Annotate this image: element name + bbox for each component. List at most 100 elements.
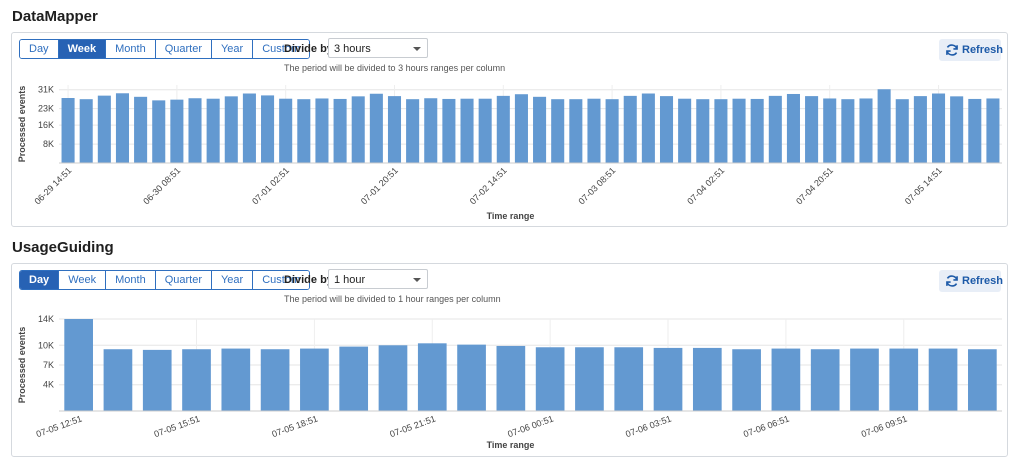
bar[interactable] [928, 348, 958, 411]
bar[interactable] [514, 94, 528, 163]
bar[interactable] [460, 98, 474, 163]
bar[interactable] [152, 100, 166, 163]
bar[interactable] [97, 95, 111, 163]
bar[interactable] [406, 99, 420, 163]
bar[interactable] [850, 348, 879, 411]
refresh-icon [946, 275, 958, 287]
bar[interactable] [692, 347, 722, 411]
bar[interactable] [877, 89, 891, 163]
bar[interactable] [261, 95, 275, 163]
bar[interactable] [79, 99, 93, 163]
bar[interactable] [950, 96, 964, 163]
bar[interactable] [895, 99, 909, 163]
bar[interactable] [496, 95, 510, 163]
bar[interactable] [569, 99, 583, 163]
bar[interactable] [442, 98, 456, 163]
bar[interactable] [182, 349, 211, 411]
bar[interactable] [614, 347, 644, 411]
bar[interactable] [714, 99, 728, 163]
bar[interactable] [134, 96, 148, 163]
bar[interactable] [378, 345, 408, 411]
bar[interactable] [457, 344, 486, 411]
bar[interactable] [823, 98, 837, 163]
bar[interactable] [64, 319, 93, 411]
bar[interactable] [653, 347, 683, 411]
bar[interactable] [496, 345, 526, 411]
divide-by-select[interactable]: 3 hours [328, 38, 428, 58]
bar[interactable] [260, 349, 290, 411]
x-tick-label: 07-05 18:51 [271, 413, 320, 439]
y-axis-title: Processed events [17, 327, 27, 404]
bar[interactable] [623, 95, 637, 163]
divide-by-label: Divide by [284, 274, 333, 286]
bar[interactable] [786, 93, 800, 163]
bar[interactable] [424, 98, 438, 163]
bar[interactable] [659, 96, 674, 163]
bar[interactable] [533, 96, 547, 163]
bar[interactable] [968, 98, 982, 163]
bar[interactable] [478, 98, 492, 163]
bar[interactable] [224, 96, 238, 163]
bar[interactable] [188, 98, 202, 163]
period-week-button[interactable]: Week [58, 271, 106, 289]
bar[interactable] [221, 348, 251, 411]
refresh-button[interactable]: Refresh [939, 270, 1003, 292]
period-week-button[interactable]: Week [57, 40, 106, 58]
bar[interactable] [696, 99, 710, 163]
bar[interactable] [805, 96, 819, 163]
bar[interactable] [142, 349, 172, 411]
bar[interactable] [678, 98, 692, 163]
bar[interactable] [297, 99, 311, 163]
bar[interactable] [771, 348, 801, 411]
period-quarter-button[interactable]: Quarter [154, 40, 211, 58]
x-tick-label: 07-05 12:51 [35, 413, 84, 439]
period-custom-button[interactable]: Custom [252, 40, 310, 58]
bar[interactable] [750, 98, 764, 163]
y-tick-label: 10K [38, 340, 54, 350]
period-month-button[interactable]: Month [105, 271, 155, 289]
bar[interactable] [535, 347, 565, 411]
period-year-button[interactable]: Year [210, 271, 253, 289]
period-custom-button[interactable]: Custom [252, 271, 310, 289]
bar[interactable] [61, 98, 75, 163]
period-year-button[interactable]: Year [210, 40, 253, 58]
bar[interactable] [351, 96, 365, 163]
bar[interactable] [810, 349, 840, 411]
bar[interactable] [300, 348, 329, 411]
period-day-button[interactable]: Day [20, 40, 58, 58]
bar[interactable] [732, 349, 761, 411]
bar[interactable] [841, 99, 855, 163]
bar[interactable] [115, 93, 129, 163]
period-month-button[interactable]: Month [105, 40, 155, 58]
bar[interactable] [387, 96, 402, 163]
bar[interactable] [333, 98, 347, 163]
bar[interactable] [339, 346, 369, 411]
bar[interactable] [242, 93, 256, 163]
bar[interactable] [369, 93, 383, 163]
period-day-button[interactable]: Day [20, 271, 59, 289]
period-quarter-button[interactable]: Quarter [154, 271, 211, 289]
bar[interactable] [206, 98, 220, 163]
bar[interactable] [605, 99, 619, 163]
bar[interactable] [551, 99, 565, 163]
y-axis-title: Processed events [17, 86, 27, 163]
bar[interactable] [417, 343, 447, 411]
bar[interactable] [575, 347, 604, 411]
divide-by-select[interactable]: 1 hour [328, 269, 428, 289]
bar[interactable] [859, 98, 873, 163]
bar[interactable] [103, 349, 133, 411]
bar[interactable] [968, 349, 997, 411]
x-tick-label: 07-01 20:51 [359, 165, 400, 206]
bar[interactable] [913, 96, 927, 163]
bar[interactable] [768, 95, 782, 163]
bar[interactable] [641, 93, 655, 163]
bar[interactable] [279, 98, 293, 163]
bar[interactable] [986, 98, 1000, 163]
bar[interactable] [932, 93, 946, 163]
bar[interactable] [889, 348, 919, 411]
bar[interactable] [170, 99, 184, 163]
bar[interactable] [732, 98, 746, 163]
bar[interactable] [315, 98, 329, 163]
refresh-button[interactable]: Refresh [939, 39, 1003, 61]
bar[interactable] [587, 98, 601, 163]
